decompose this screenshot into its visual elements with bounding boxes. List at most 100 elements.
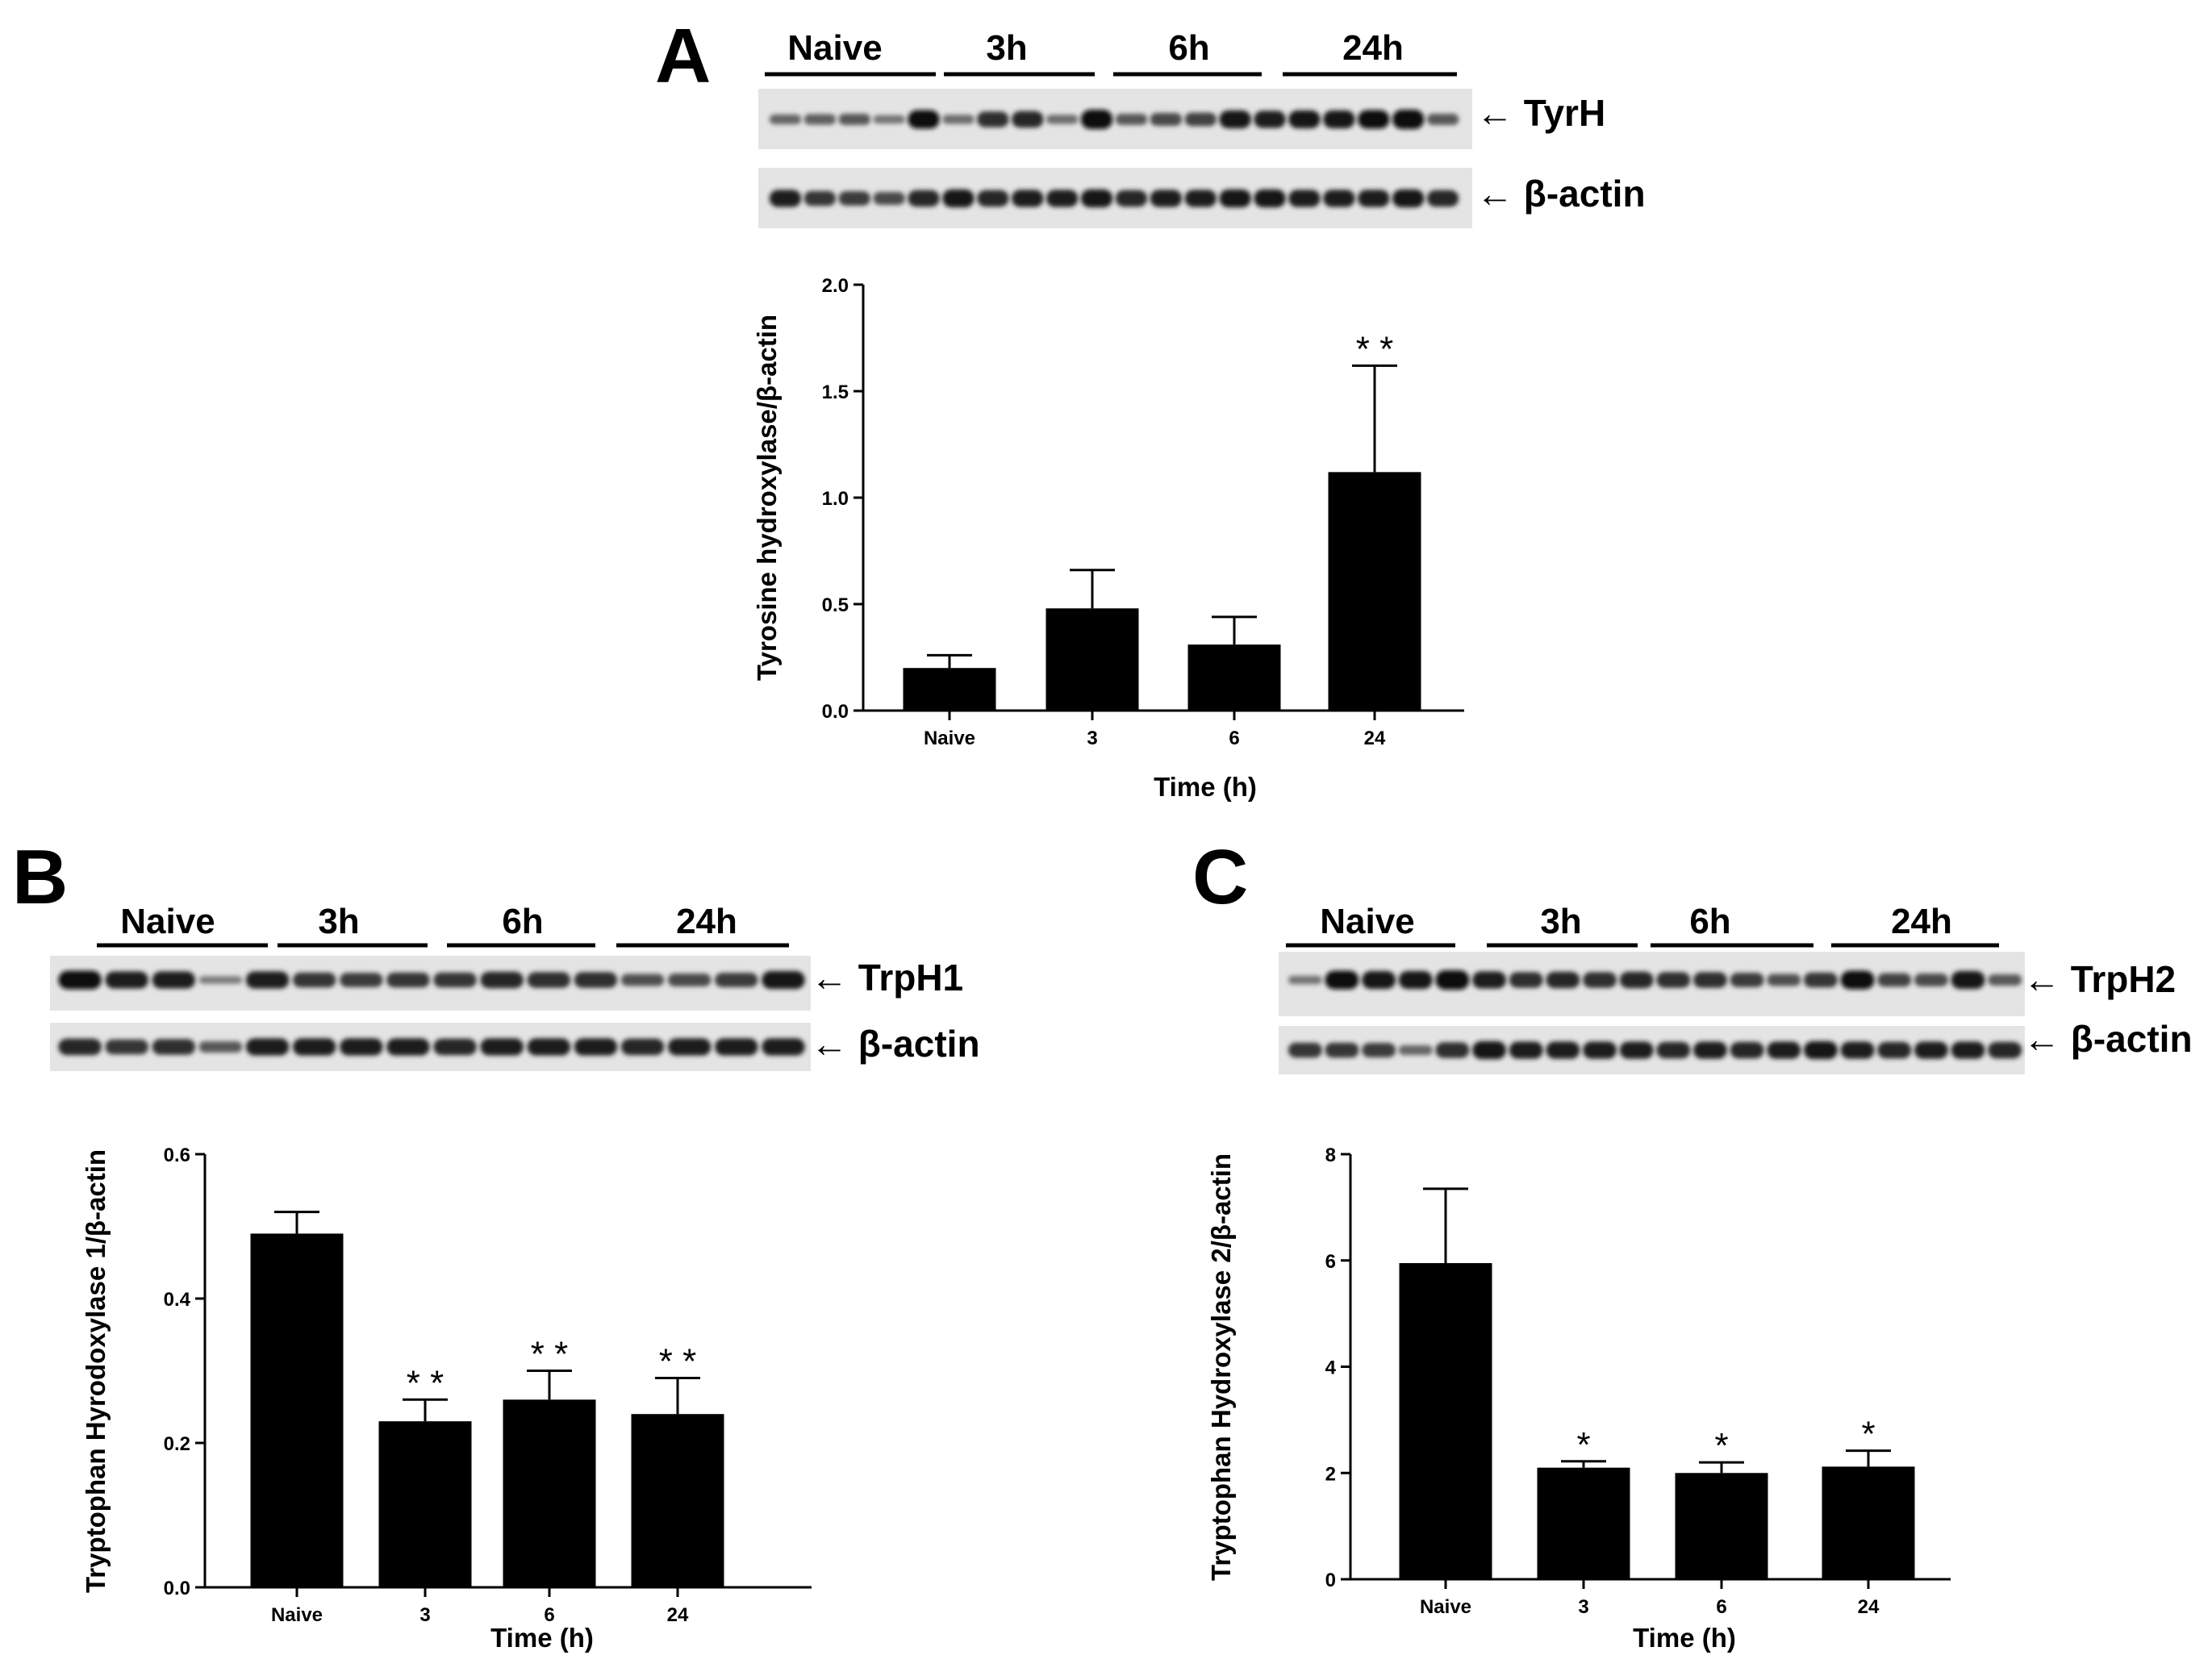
blot-band — [667, 974, 712, 986]
blot-band — [58, 1038, 102, 1056]
significance-marker: * * — [407, 1363, 444, 1403]
chart-a-xlabel: Time (h) — [1154, 772, 1257, 802]
blot-band — [942, 189, 975, 208]
bar — [903, 668, 996, 711]
y-tick-label: 0 — [1325, 1570, 1336, 1591]
panel-c: C Naive 3h 6h 24h ← TrpH2 ← β-actin Tryp… — [1192, 834, 2193, 1653]
blot-a-target-label: ← TyrH — [1476, 92, 1605, 134]
blot-band — [292, 972, 336, 988]
blot-band — [1080, 110, 1113, 129]
blot-band — [1392, 189, 1425, 208]
x-tick-label: 6 — [544, 1604, 554, 1626]
blot-band — [1692, 972, 1727, 988]
blot-band — [198, 1040, 243, 1053]
y-tick-label: 1.5 — [822, 382, 849, 403]
blot-band — [838, 191, 870, 206]
blot-band — [1045, 190, 1079, 207]
blot-c-target-name: TrpH2 — [2071, 958, 2176, 1000]
blot-band — [1840, 1041, 1875, 1059]
blot-band — [1472, 971, 1507, 989]
bar — [1675, 1473, 1768, 1579]
blot-b: Naive 3h 6h 24h ← TrpH1 ← β-actin — [50, 902, 980, 1071]
chart-a: Tyrosine hydroxylase/β-actin Time (h) 0.… — [752, 275, 1464, 802]
significance-marker: * * — [659, 1341, 696, 1381]
blot-a-control-label: ← β-actin — [1476, 173, 1646, 215]
blot-c-control-name: β-actin — [2071, 1018, 2193, 1060]
blot-band — [1184, 112, 1217, 127]
x-tick-label: 3 — [1578, 1596, 1588, 1618]
blot-band — [340, 1038, 383, 1056]
blot-band — [527, 1038, 571, 1056]
bar — [1187, 644, 1281, 711]
blot-band — [1951, 970, 1985, 990]
blot-band — [1012, 110, 1044, 128]
y-tick-label: 0.4 — [164, 1289, 191, 1311]
blot-band — [977, 190, 1009, 207]
blot-band — [1840, 970, 1875, 990]
significance-marker: * — [1861, 1415, 1875, 1454]
blot-c-control-label: ← β-actin — [2023, 1018, 2193, 1060]
blot-band — [942, 115, 975, 124]
bar — [1045, 608, 1139, 711]
blot-a-group-label: 24h — [1342, 28, 1404, 68]
arrow-left-icon: ← — [1476, 92, 1524, 134]
arrow-left-icon: ← — [811, 957, 858, 999]
x-tick-label: Naive — [1420, 1596, 1471, 1618]
arrow-left-icon: ← — [2023, 1018, 2071, 1060]
blot-band — [1767, 974, 1801, 986]
panel-letter-a: A — [655, 13, 711, 99]
bar — [1399, 1263, 1492, 1579]
blot-band — [1730, 1041, 1764, 1059]
blot-band — [1619, 971, 1654, 989]
y-tick-label: 0.0 — [822, 701, 849, 723]
blot-band — [1803, 1040, 1838, 1060]
blot-band — [838, 113, 870, 126]
arrow-left-icon: ← — [811, 1023, 858, 1065]
blot-b-group-label: 6h — [502, 902, 543, 941]
blot-band — [1288, 190, 1321, 207]
bar — [250, 1233, 344, 1587]
blot-band — [1254, 189, 1286, 208]
blot-band — [1358, 190, 1390, 207]
y-tick-label: 0.2 — [164, 1433, 190, 1455]
significance-marker: * — [1714, 1426, 1728, 1466]
blot-band — [1803, 972, 1838, 988]
blot-band — [340, 973, 383, 987]
blot-band — [762, 1038, 805, 1056]
blot-band — [873, 192, 905, 205]
blot-band — [198, 976, 243, 984]
blot-band — [1398, 970, 1433, 990]
blot-band — [152, 1039, 196, 1055]
y-tick-label: 2 — [1325, 1463, 1336, 1485]
blot-band — [1730, 973, 1764, 987]
blot-band — [1115, 113, 1148, 126]
blot-b-control-name: β-actin — [858, 1023, 980, 1065]
blot-band — [480, 971, 524, 989]
blot-band — [769, 114, 802, 125]
blot-band — [1583, 1041, 1617, 1059]
blot-band — [715, 1038, 758, 1056]
blot-band — [1398, 1044, 1433, 1056]
blot-band — [1150, 190, 1183, 207]
blot-a-group-label: Naive — [787, 28, 882, 68]
blot-band — [769, 190, 802, 207]
panel-b: B Naive 3h 6h 24h ← TrpH1 ← β-actin Tryp… — [12, 834, 980, 1653]
blot-band — [1219, 189, 1251, 208]
blot-band — [1362, 1043, 1396, 1057]
x-tick-label: 6 — [1716, 1596, 1726, 1618]
blot-band — [1619, 1041, 1654, 1059]
blot-b-group-label: Naive — [120, 902, 215, 941]
blot-band — [803, 114, 837, 125]
blot-band — [433, 972, 477, 988]
blot-band — [1045, 115, 1079, 124]
blot-band — [574, 972, 618, 988]
blot-band — [1426, 113, 1459, 126]
blot-band — [908, 190, 940, 207]
blot-b-target-name: TrpH1 — [858, 957, 963, 999]
x-tick-label: 3 — [419, 1604, 430, 1626]
blot-band — [1472, 1040, 1507, 1060]
blot-c-target-label: ← TrpH2 — [2023, 958, 2176, 1000]
panel-letter-c: C — [1192, 834, 1248, 920]
panel-letter-b: B — [12, 834, 68, 920]
y-tick-label: 0.6 — [164, 1145, 190, 1166]
